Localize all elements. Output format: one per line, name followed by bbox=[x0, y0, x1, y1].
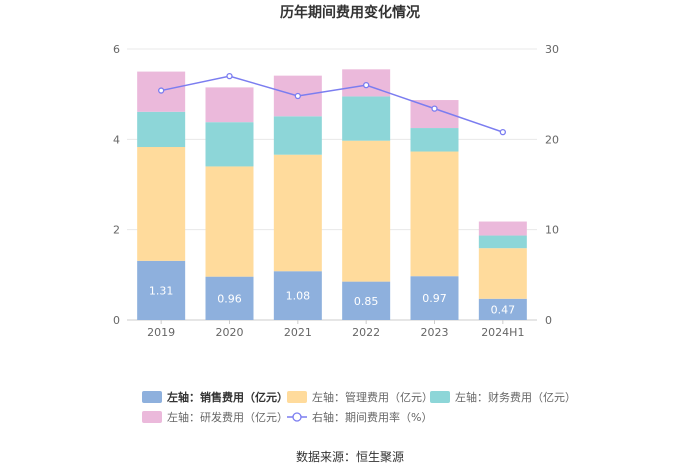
bar-value-label: 0.85 bbox=[354, 295, 379, 308]
bar-value-label: 0.47 bbox=[491, 303, 516, 316]
x-axis-ticks: 2019 2020 2021 2022 2023 2024H1 bbox=[147, 320, 524, 339]
bar-segment bbox=[342, 96, 391, 141]
bar-segment bbox=[342, 140, 391, 282]
left-tick-label: 6 bbox=[113, 43, 120, 56]
bar-segment bbox=[273, 154, 322, 272]
bar-segment bbox=[137, 260, 186, 320]
bars bbox=[137, 69, 527, 320]
bar-value-label: 1.31 bbox=[149, 284, 174, 297]
legend-series-name: 销售费用（亿元） bbox=[200, 390, 288, 404]
legend-axis-label: 左轴： bbox=[312, 390, 345, 404]
legend-axis-label: 右轴： bbox=[312, 410, 345, 424]
legend-swatch bbox=[430, 391, 450, 403]
legend-point-symbol bbox=[292, 412, 302, 422]
grid bbox=[127, 48, 537, 321]
bar-segment bbox=[137, 147, 186, 261]
left-tick-label: 0 bbox=[113, 314, 120, 327]
bar-value-label: 0.96 bbox=[217, 292, 242, 305]
bar-segment bbox=[273, 116, 322, 155]
legend-series-name: 研发费用（亿元） bbox=[200, 410, 288, 424]
x-tick-label: 2022 bbox=[352, 326, 380, 339]
x-tick-label: 2024H1 bbox=[481, 326, 524, 339]
chart-title: 历年期间费用变化情况 bbox=[280, 4, 420, 21]
left-tick-label: 2 bbox=[113, 224, 120, 237]
left-tick-label: 4 bbox=[113, 133, 120, 146]
rate-point bbox=[226, 72, 233, 80]
legend-item: 左轴：研发费用（亿元） bbox=[142, 410, 288, 424]
bar-segment bbox=[478, 221, 527, 236]
legend-series-name: 期间费用率（%） bbox=[345, 410, 432, 424]
left-axis-ticks: 0 2 4 6 bbox=[113, 43, 120, 327]
bar-segment bbox=[205, 276, 254, 320]
right-tick-label: 0 bbox=[545, 314, 552, 327]
bar-value-label: 1.08 bbox=[286, 290, 311, 303]
bar-labels: 1.31 0.96 1.08 0.85 0.97 0.47 bbox=[149, 284, 515, 316]
bar-segment bbox=[410, 151, 459, 277]
bar-segment bbox=[137, 111, 186, 148]
bar-segment bbox=[410, 128, 459, 152]
legend-series-name: 管理费用（亿元） bbox=[345, 390, 433, 404]
legend-item: 左轴：管理费用（亿元） bbox=[287, 390, 433, 404]
rate-line bbox=[158, 72, 506, 136]
legend-axis-label: 左轴： bbox=[166, 390, 200, 404]
legend-swatch bbox=[287, 391, 307, 403]
legend-label: 右轴：期间费用率（%） bbox=[312, 410, 432, 424]
bar-value-label: 0.97 bbox=[422, 292, 447, 305]
bar-segment bbox=[273, 271, 322, 320]
bar-segment bbox=[478, 298, 527, 320]
legend-series-name: 财务费用（亿元） bbox=[488, 390, 576, 404]
bar-segment bbox=[478, 248, 527, 299]
rate-point bbox=[499, 128, 506, 136]
rate-point bbox=[294, 92, 301, 100]
legend-item: 左轴：财务费用（亿元） bbox=[430, 390, 576, 404]
legend-item: 左轴：销售费用（亿元） bbox=[142, 390, 288, 404]
rate-point bbox=[431, 105, 438, 112]
right-tick-label: 20 bbox=[545, 133, 559, 146]
bar-segment bbox=[478, 235, 527, 249]
bar-segment bbox=[410, 276, 459, 320]
bar-segment bbox=[205, 87, 254, 123]
rate-point bbox=[363, 81, 370, 89]
bar-segment bbox=[205, 122, 254, 167]
x-tick-label: 2019 bbox=[147, 326, 175, 339]
right-tick-label: 10 bbox=[545, 224, 559, 237]
x-tick-label: 2023 bbox=[421, 326, 449, 339]
legend-label: 左轴：财务费用（亿元） bbox=[455, 390, 576, 404]
legend-label: 左轴：销售费用（亿元） bbox=[166, 390, 288, 404]
x-tick-label: 2020 bbox=[216, 326, 244, 339]
legend-label: 左轴：管理费用（亿元） bbox=[312, 390, 433, 404]
rate-point bbox=[158, 87, 165, 94]
legend-swatch bbox=[142, 411, 162, 423]
legend-axis-label: 左轴： bbox=[455, 390, 488, 404]
right-tick-label: 30 bbox=[545, 43, 559, 56]
legend-axis-label: 左轴： bbox=[167, 410, 200, 424]
legend-label: 左轴：研发费用（亿元） bbox=[167, 410, 288, 424]
rate-line-path bbox=[161, 75, 504, 133]
legend-item: 右轴：期间费用率（%） bbox=[287, 410, 432, 424]
right-axis-ticks: 0 10 20 30 bbox=[545, 43, 559, 327]
source-text: 数据来源：恒生聚源 bbox=[296, 449, 404, 464]
x-tick-label: 2021 bbox=[284, 326, 312, 339]
bar-segment bbox=[205, 166, 254, 277]
bar-segment bbox=[342, 281, 391, 320]
legend: 左轴：销售费用（亿元） 左轴：管理费用（亿元） 左轴：财务费用（亿元）左轴：研发费用… bbox=[142, 390, 576, 424]
legend-swatch bbox=[142, 391, 162, 403]
